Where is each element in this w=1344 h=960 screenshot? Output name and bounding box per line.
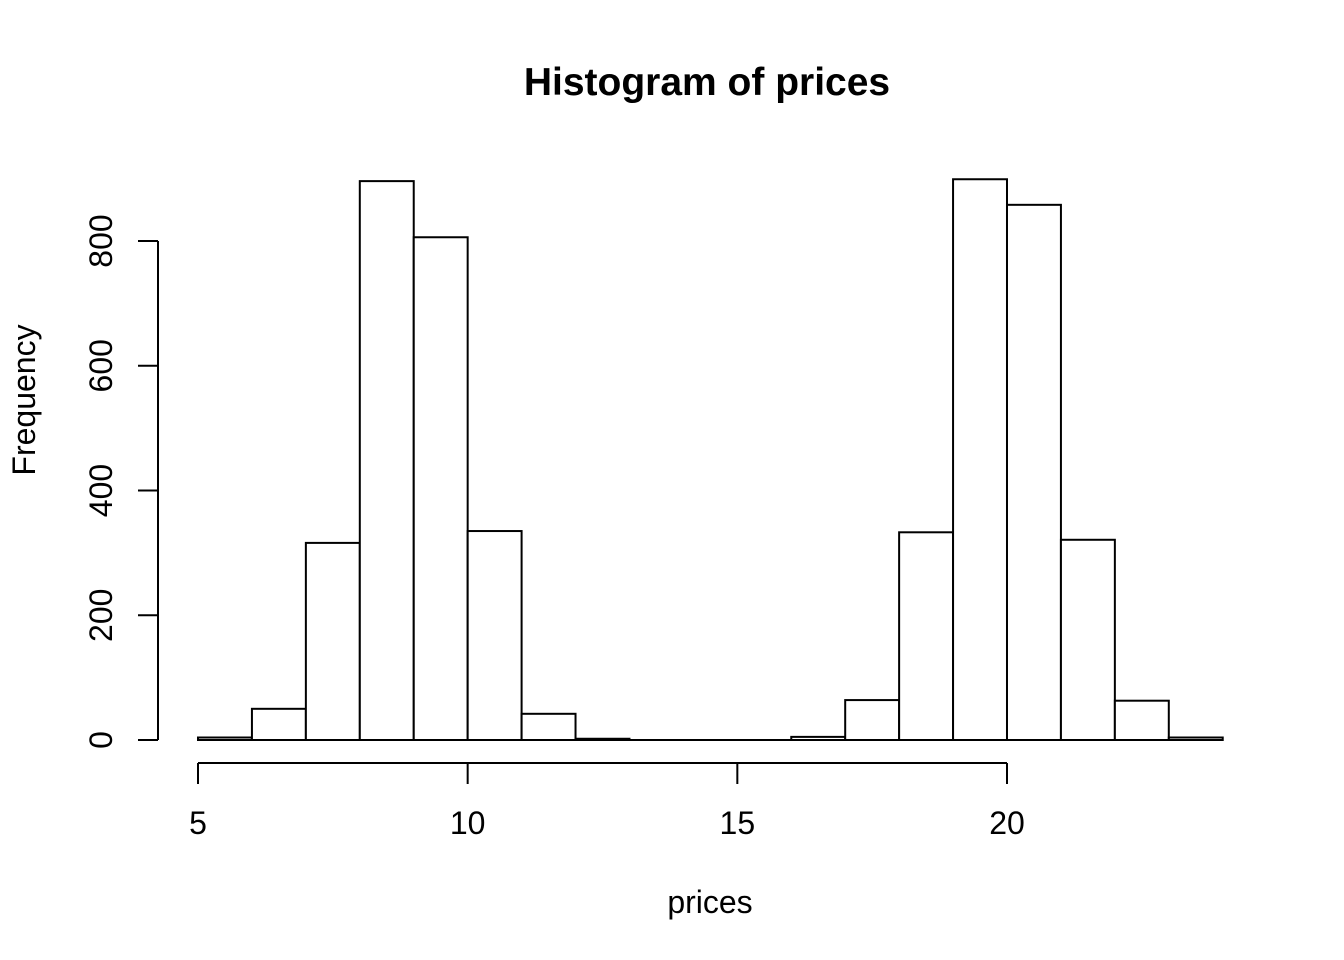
histogram-bar	[358, 180, 415, 741]
y-axis: 0 200 400 600 800	[83, 214, 159, 749]
histogram-bar	[1167, 736, 1224, 742]
histogram-bar	[1059, 538, 1116, 741]
y-tick-label: 200	[83, 589, 119, 642]
histogram-bar	[520, 712, 577, 741]
histogram-bar	[574, 737, 631, 742]
y-tick-label: 600	[83, 339, 119, 392]
histogram-bar	[1113, 699, 1170, 741]
histogram-bar	[250, 707, 307, 741]
histogram-bar	[1005, 203, 1062, 741]
y-tick-label: 0	[83, 731, 119, 749]
x-tick-label: 15	[720, 805, 756, 841]
histogram-bar	[466, 530, 523, 742]
histogram-bar	[197, 736, 253, 742]
x-tick-label: 10	[450, 805, 486, 841]
histogram-bar	[790, 735, 847, 741]
y-axis-title: Frequency	[6, 324, 42, 475]
chart-title: Histogram of prices	[524, 61, 890, 104]
x-tick-label: 20	[989, 805, 1025, 841]
x-axis-title: prices	[667, 884, 752, 920]
histogram-bar	[898, 531, 955, 742]
x-tick-label: 5	[189, 805, 207, 841]
x-axis: 5 10 15 20	[189, 762, 1025, 841]
histogram-bar	[952, 178, 1008, 741]
histogram-bar	[844, 699, 901, 742]
y-tick-label: 400	[83, 464, 119, 517]
y-tick-label: 800	[83, 214, 119, 267]
histogram-bars-group	[197, 178, 1224, 742]
histogram-bar	[412, 236, 469, 741]
histogram-bar	[304, 541, 361, 742]
